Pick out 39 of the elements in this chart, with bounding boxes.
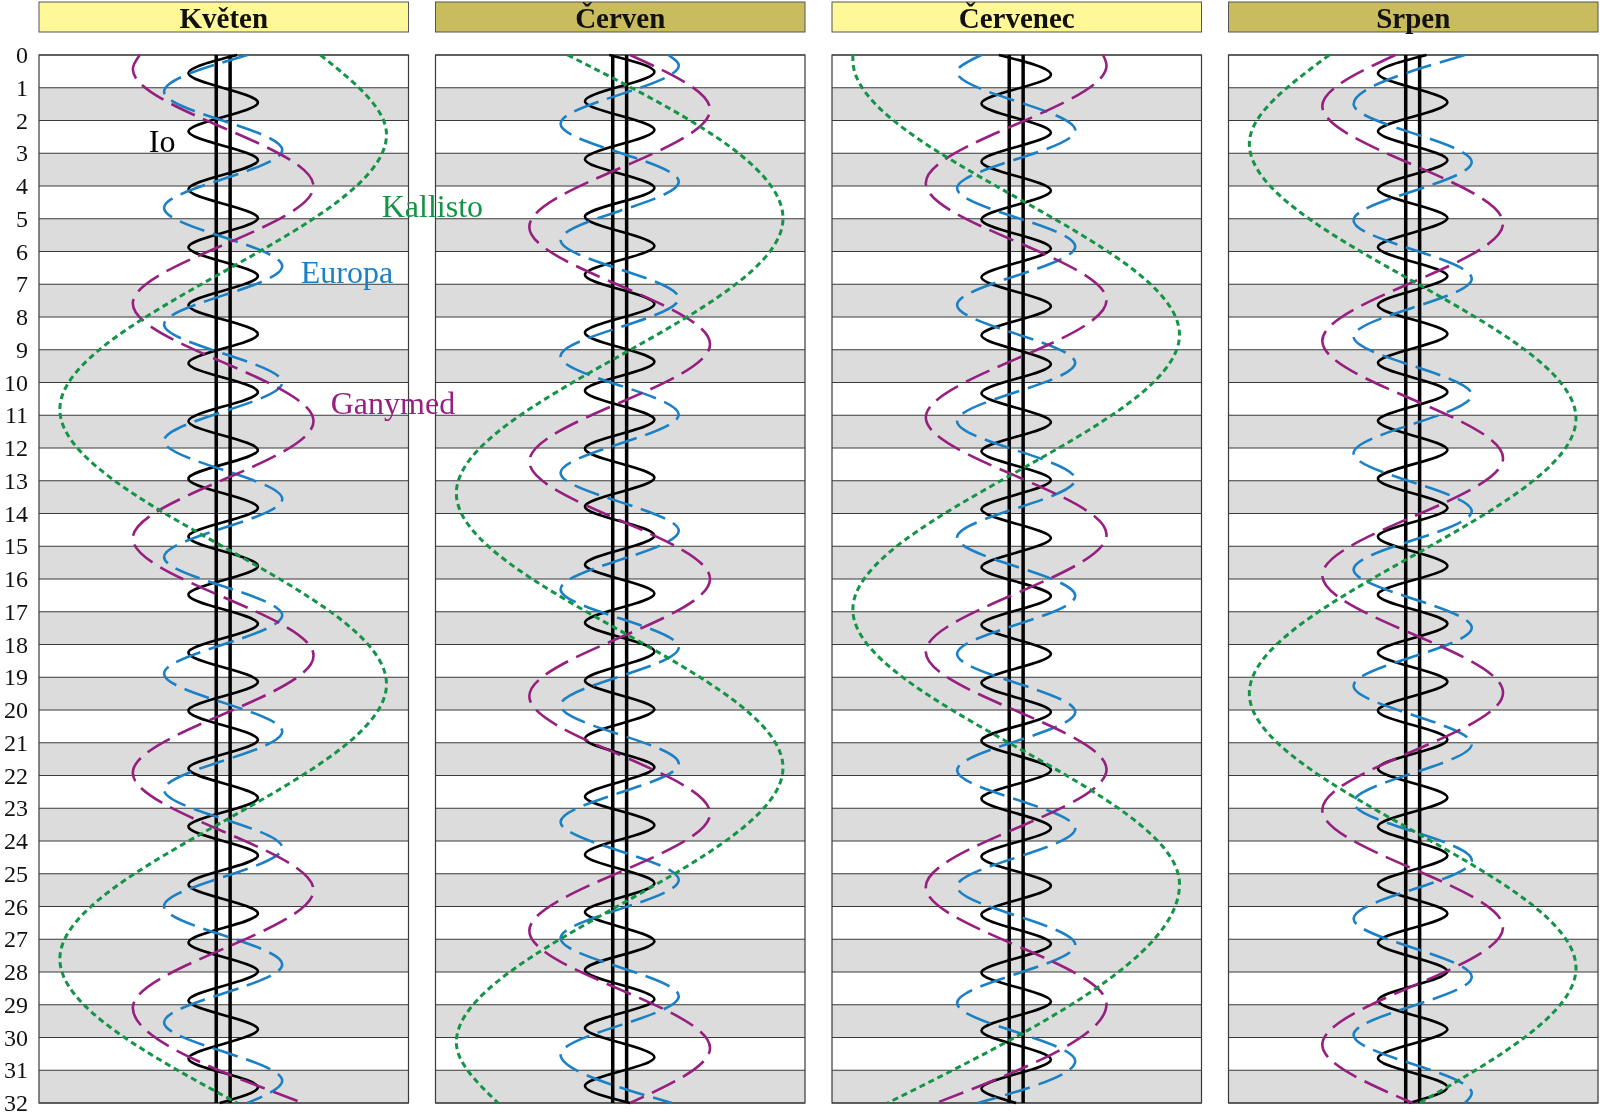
chart-title: Srpen <box>1376 2 1451 34</box>
y-tick-label: 4 <box>16 173 28 199</box>
y-tick-label: 20 <box>4 697 28 723</box>
y-tick-label: 2 <box>16 107 28 134</box>
y-tick-label: 12 <box>4 435 28 461</box>
y-tick-label: 15 <box>4 533 28 560</box>
chart-title: Květen <box>179 2 269 34</box>
y-tick-label: 18 <box>4 631 28 658</box>
y-tick-label: 28 <box>4 959 28 985</box>
y-tick-label: 10 <box>4 369 28 396</box>
y-tick-label: 11 <box>4 402 28 429</box>
y-tick-label: 22 <box>4 762 28 789</box>
y-tick-label: 7 <box>16 271 28 298</box>
y-tick-label: 9 <box>16 336 28 363</box>
y-tick-label: 16 <box>4 566 28 592</box>
y-tick-label: 31 <box>4 1057 28 1084</box>
y-tick-label: 29 <box>4 991 28 1018</box>
y-tick-label: 0 <box>16 42 28 68</box>
y-tick-label: 5 <box>16 205 28 232</box>
y-tick-label: 14 <box>4 500 28 527</box>
y-tick-label: 24 <box>4 828 28 854</box>
chart-title: Červen <box>575 2 666 34</box>
y-tick-label: 3 <box>16 140 28 167</box>
y-tick-label: 27 <box>4 926 28 953</box>
y-tick-label: 19 <box>4 664 28 691</box>
y-tick-label: 13 <box>4 467 28 494</box>
y-tick-label: 30 <box>4 1024 28 1051</box>
series-label: Io <box>148 123 176 159</box>
y-tick-label: 32 <box>4 1090 28 1116</box>
chart-title: Červenec <box>958 2 1075 34</box>
y-tick-label: 8 <box>16 304 28 330</box>
y-tick-label: 23 <box>4 795 28 822</box>
y-tick-label: 26 <box>4 893 28 920</box>
y-tick-label: 1 <box>16 74 28 101</box>
series-label: Europa <box>300 254 394 290</box>
y-tick-label: 21 <box>4 729 28 756</box>
y-tick-label: 25 <box>4 860 28 887</box>
y-tick-label: 6 <box>16 238 28 265</box>
y-tick-label: 17 <box>4 598 28 625</box>
